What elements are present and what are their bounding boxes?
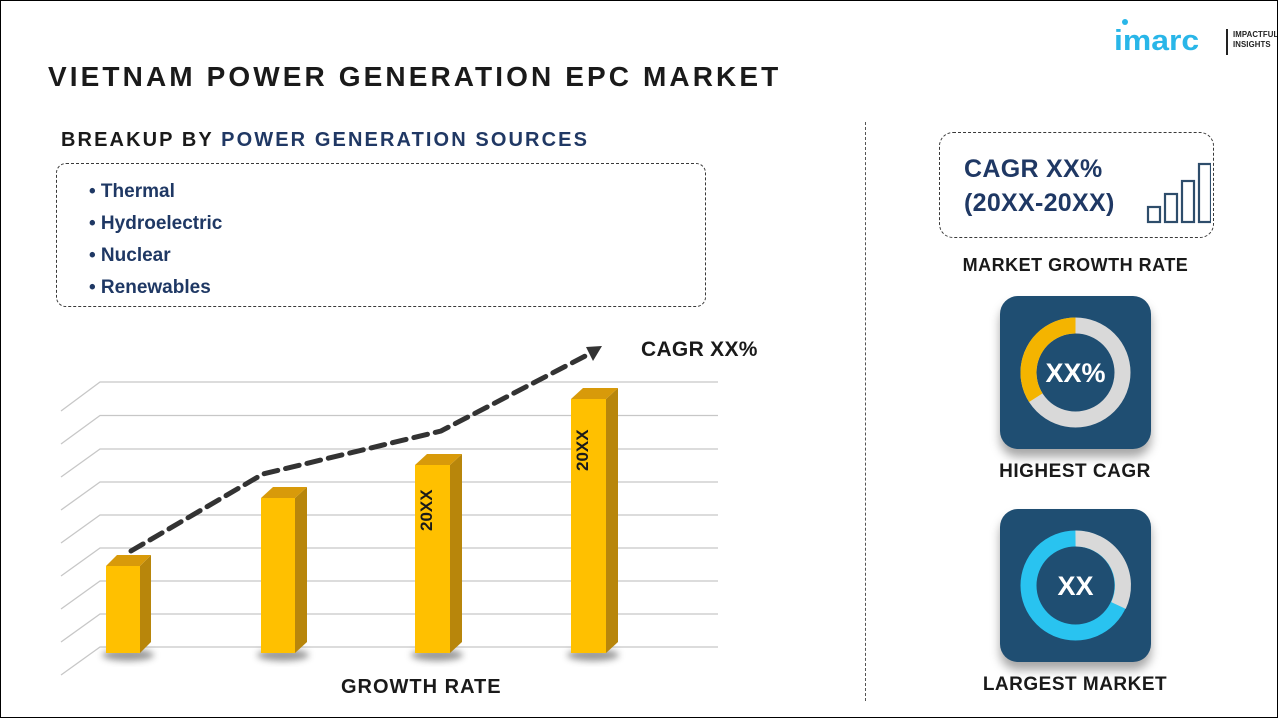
svg-text:20XX: 20XX bbox=[573, 429, 592, 471]
svg-text:XX%: XX% bbox=[1045, 358, 1105, 388]
svg-text:20XX: 20XX bbox=[417, 489, 436, 531]
svg-text:XX: XX bbox=[1057, 571, 1093, 601]
